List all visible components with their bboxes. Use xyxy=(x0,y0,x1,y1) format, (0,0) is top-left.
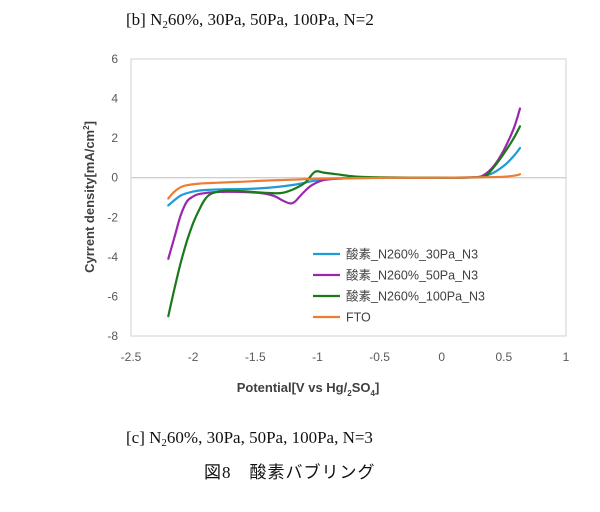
x-tick-label: 1 xyxy=(563,350,570,364)
y-tick-label: 0 xyxy=(111,171,118,185)
x-tick-label: -2.5 xyxy=(121,350,142,364)
x-tick-label: -1 xyxy=(312,350,323,364)
x-tick-label: 0.5 xyxy=(496,350,513,364)
axis-label-part: SO xyxy=(352,380,371,395)
bottom-caption-sub: 2 xyxy=(161,437,167,449)
y-tick-label: 6 xyxy=(111,52,118,66)
y-tick-label: 2 xyxy=(111,131,118,145)
axis-label-part: Cyrrent density[mA/cm xyxy=(82,130,97,273)
legend-label: 酸素_N260%_30Pa_N3 xyxy=(346,247,478,262)
axis-label-part: Potential[V vs Hg/ xyxy=(237,380,348,395)
legend-label: FTO xyxy=(346,311,371,325)
figure-caption: 図8 酸素バブリング xyxy=(204,463,376,482)
bottom-caption: [c] N260%, 30Pa, 50Pa, 100Pa, N=3 xyxy=(126,428,373,449)
axis-label-part: ] xyxy=(375,380,379,395)
legend-label: 酸素_N260%_50Pa_N3 xyxy=(346,268,478,283)
legend-label: 酸素_N260%_100Pa_N3 xyxy=(346,289,485,304)
axis-label-part: ] xyxy=(82,121,97,125)
bottom-caption-prefix: [c] N xyxy=(126,428,162,447)
top-caption: [b] N260%, 30Pa, 50Pa, 100Pa, N=2 xyxy=(126,10,374,31)
series-line xyxy=(167,107,522,260)
x-tick-label: 0 xyxy=(438,350,445,364)
x-tick-label: -1.5 xyxy=(245,350,266,364)
axis-label-part: 2 xyxy=(347,389,352,398)
y-axis-label: Cyrrent density[mA/cm2] xyxy=(82,121,97,273)
x-axis-label: Potential[V vs Hg/2SO4] xyxy=(237,380,380,398)
top-caption-prefix: [b] N xyxy=(126,10,163,29)
top-caption-rest: 60%, 30Pa, 50Pa, 100Pa, N=2 xyxy=(167,10,374,29)
series-line xyxy=(167,125,522,318)
chart: -2.5 -2 -1.5 -1 -0.5 0 0.5 1 -8 -6 -4 -2 0 2 4 6 酸素_N26… xyxy=(82,52,570,398)
y-tick-label: -2 xyxy=(107,210,118,224)
axis-label-part: 4 xyxy=(370,389,375,398)
series-line xyxy=(167,173,522,200)
y-tick-label: -8 xyxy=(107,329,118,343)
series-layer xyxy=(167,107,522,318)
x-tick-label: -0.5 xyxy=(369,350,390,364)
legend: 酸素_N260%_30Pa_N3 酸素_N260%_50Pa_N3 酸素_N260%… xyxy=(313,247,485,325)
bottom-caption-rest: 60%, 30Pa, 50Pa, 100Pa, N=3 xyxy=(166,428,373,447)
y-tick-label: 4 xyxy=(111,92,118,106)
x-tick-label: -2 xyxy=(188,350,199,364)
y-tick-label: -6 xyxy=(107,289,118,303)
y-tick-label: -4 xyxy=(107,250,118,264)
axis-label-part: 2 xyxy=(82,125,91,130)
top-caption-sub: 2 xyxy=(162,19,168,31)
